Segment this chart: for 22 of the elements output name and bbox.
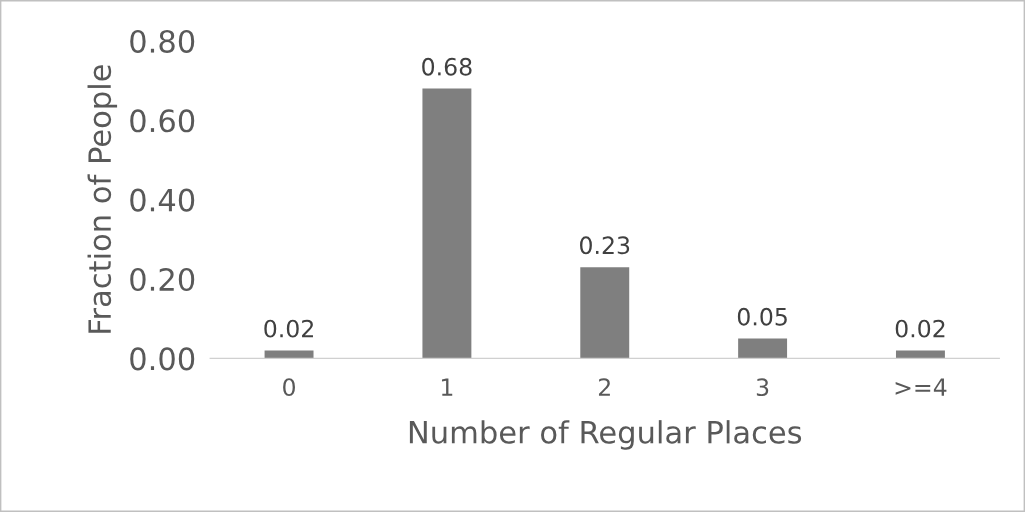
y-tick-label: 0.00 [130, 347, 195, 371]
x-tick-label: 2 [598, 378, 610, 396]
bar [422, 88, 472, 359]
y-tick-label: 0.80 [130, 29, 195, 53]
data-label: 0.23 [580, 236, 630, 255]
y-tick-label: 0.20 [130, 267, 195, 292]
x-tick-label: >=4 [895, 378, 947, 396]
bar [580, 267, 630, 359]
x-tick-label: 3 [756, 378, 769, 397]
x-tick-label: 1 [441, 378, 453, 396]
data-label: 0.68 [422, 57, 472, 76]
bar [264, 350, 314, 359]
y-tick-label: 0.60 [130, 109, 195, 133]
data-label: 0.02 [895, 319, 945, 338]
data-label: 0.02 [264, 319, 313, 338]
bar [895, 350, 945, 359]
y-tick-label: 0.40 [130, 188, 195, 212]
data-label: 0.05 [737, 307, 787, 326]
x-axis-title: Number of Regular Places [409, 420, 802, 450]
y-axis-title: Fraction of People [87, 65, 118, 333]
x-tick-label: 0 [283, 378, 295, 397]
bar [738, 338, 788, 359]
